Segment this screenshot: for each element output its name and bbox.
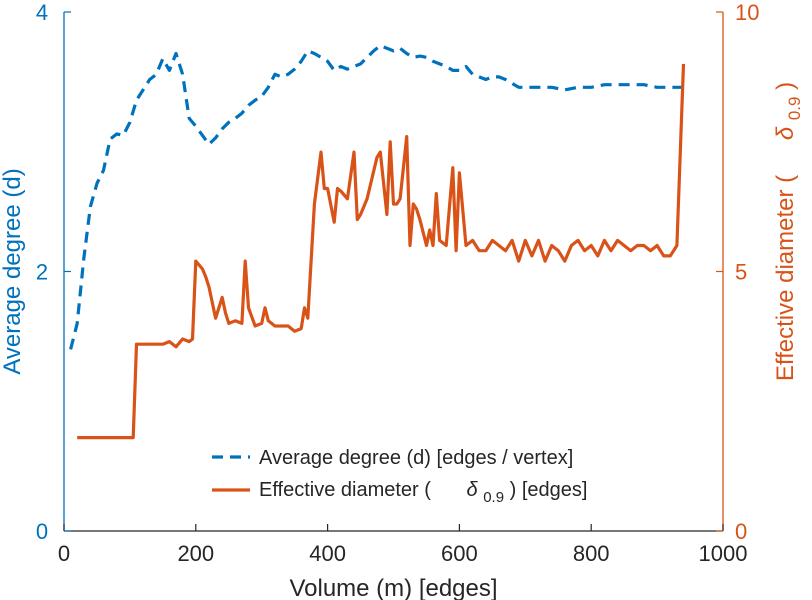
left-y-axis-title: Average degree (d) xyxy=(0,168,26,374)
x-tick-label: 600 xyxy=(441,541,478,566)
x-tick-label: 200 xyxy=(177,541,214,566)
left-y-tick-label: 0 xyxy=(36,519,48,544)
left-y-tick-label: 2 xyxy=(36,260,48,285)
right-y-axis-title-delta: δ xyxy=(772,126,799,140)
x-tick-label: 800 xyxy=(573,541,610,566)
legend: Average degree (d) [edges / vertex] Effe… xyxy=(212,447,587,507)
x-tick-label: 400 xyxy=(309,541,346,566)
series-layer xyxy=(69,44,686,440)
right-y-axis-title-sub: 0.9 xyxy=(785,97,804,121)
x-tick-label: 0 xyxy=(58,541,70,566)
x-tick-label: 1000 xyxy=(699,541,748,566)
right-y-axis-title: Effective diameter ( δ 0.9 ) xyxy=(772,82,806,381)
right-y-tick-label: 0 xyxy=(735,519,747,544)
left-y-tick-label: 4 xyxy=(36,0,48,25)
legend-label-effective-diameter-main: Effective diameter ( xyxy=(259,479,431,501)
legend-label-effective-diameter-delta: δ xyxy=(467,479,479,501)
legend-label-effective-diameter-close: ) [edges] xyxy=(510,479,588,501)
x-axis-title: Volume (m) [edges] xyxy=(289,575,497,600)
legend-label-effective-diameter: Effective diameter ( δ 0.9 ) [edges] xyxy=(259,479,587,507)
series-line-average-degree xyxy=(69,44,684,350)
legend-label-average-degree: Average degree (d) [edges / vertex] xyxy=(259,447,573,469)
legend-label-effective-diameter-sub: 0.9 xyxy=(483,489,504,506)
right-y-tick-label: 10 xyxy=(735,0,759,25)
right-y-tick-label: 5 xyxy=(735,260,747,285)
right-y-axis-title-close: ) xyxy=(772,82,799,90)
right-y-axis-title-main: Effective diameter ( xyxy=(772,175,799,381)
series-line-effective-diameter xyxy=(77,63,686,440)
